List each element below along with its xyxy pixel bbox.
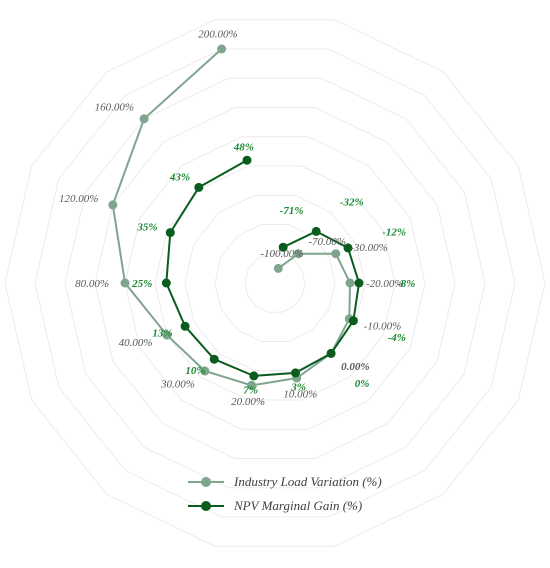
data-label-npv-gain: 0% xyxy=(355,378,370,390)
data-label-npv-gain: -12% xyxy=(382,226,406,238)
data-label-industry-load: 0.00% xyxy=(341,361,369,373)
data-label-industry-load: 10.00% xyxy=(283,389,317,401)
data-point xyxy=(108,200,118,210)
data-label-industry-load: -30.00% xyxy=(350,242,388,254)
data-label-npv-gain: -4% xyxy=(388,332,406,344)
data-label-npv-gain: -71% xyxy=(280,205,304,217)
data-point xyxy=(345,278,355,288)
data-label-industry-load: 40.00% xyxy=(119,337,153,349)
grid-ring xyxy=(244,253,306,313)
legend-label-npv-gain: NPV Marginal Gain (%) xyxy=(234,498,363,513)
data-point xyxy=(194,182,204,192)
grid-ring xyxy=(184,194,366,372)
data-labels: -100.00% -70.00% -30.00% -20.00% -10.00% 0.00… xyxy=(59,28,415,408)
data-label-industry-load: 80.00% xyxy=(75,278,109,290)
data-label-industry-load: 200.00% xyxy=(198,28,237,40)
data-point xyxy=(120,278,130,288)
data-label-npv-gain: 3% xyxy=(290,382,306,394)
legend-item-npv-gain: NPV Marginal Gain (%) xyxy=(188,494,428,518)
grid-ring xyxy=(4,19,546,547)
legend-label-industry-load: Industry Load Variation (%) xyxy=(234,474,382,489)
data-point xyxy=(162,330,172,340)
data-label-industry-load: 30.00% xyxy=(160,379,195,391)
series-layer xyxy=(108,44,364,390)
data-point xyxy=(209,354,219,364)
grid-ring xyxy=(34,48,516,518)
data-label-industry-load: -10.00% xyxy=(364,321,402,333)
data-point xyxy=(326,348,336,358)
data-point xyxy=(217,44,227,54)
data-label-npv-gain: 25% xyxy=(131,278,152,290)
grid-ring xyxy=(64,77,486,489)
data-label-npv-gain: 10% xyxy=(185,365,205,377)
legend-marker-npv-gain xyxy=(188,500,224,512)
data-point xyxy=(348,316,358,326)
data-point xyxy=(242,155,252,165)
data-point xyxy=(293,249,303,259)
data-label-industry-load: 120.00% xyxy=(59,193,98,205)
data-point xyxy=(343,243,353,253)
data-point xyxy=(247,380,257,390)
data-point xyxy=(165,228,175,238)
series-line-1 xyxy=(165,159,361,377)
data-label-industry-load: -70.00% xyxy=(308,236,346,248)
data-point xyxy=(200,366,210,376)
data-label-industry-load: 160.00% xyxy=(95,101,134,113)
data-point xyxy=(180,321,190,331)
data-point xyxy=(161,278,171,288)
data-label-npv-gain: -8% xyxy=(397,278,415,290)
data-point xyxy=(273,263,283,273)
data-label-npv-gain: 13% xyxy=(152,327,172,339)
data-point xyxy=(291,368,300,378)
data-label-industry-load: 20.00% xyxy=(231,396,265,408)
data-point xyxy=(311,226,321,236)
data-label-npv-gain: -32% xyxy=(340,197,364,209)
data-point xyxy=(139,114,149,124)
legend-dot-icon xyxy=(201,501,211,511)
legend-marker-industry-load xyxy=(188,476,224,488)
grid xyxy=(4,19,546,547)
data-point xyxy=(249,371,259,381)
legend-item-industry-load: Industry Load Variation (%) xyxy=(188,470,428,494)
grid-ring xyxy=(214,224,336,342)
series-line-0 xyxy=(111,48,352,387)
data-point xyxy=(278,242,288,252)
data-label-npv-gain: 43% xyxy=(169,172,190,184)
grid-ring xyxy=(124,136,426,430)
data-label-npv-gain: 7% xyxy=(243,385,258,397)
data-label-npv-gain: 48% xyxy=(233,142,254,154)
data-point xyxy=(354,278,364,288)
data-point xyxy=(331,249,341,259)
data-label-industry-load: -20.00% xyxy=(366,278,404,290)
data-label-npv-gain: 35% xyxy=(136,222,157,234)
data-label-industry-load: -100.00% xyxy=(260,248,303,260)
legend: Industry Load Variation (%) NPV Marginal… xyxy=(188,470,428,518)
legend-dot-icon xyxy=(201,477,211,487)
grid-ring xyxy=(94,107,456,459)
